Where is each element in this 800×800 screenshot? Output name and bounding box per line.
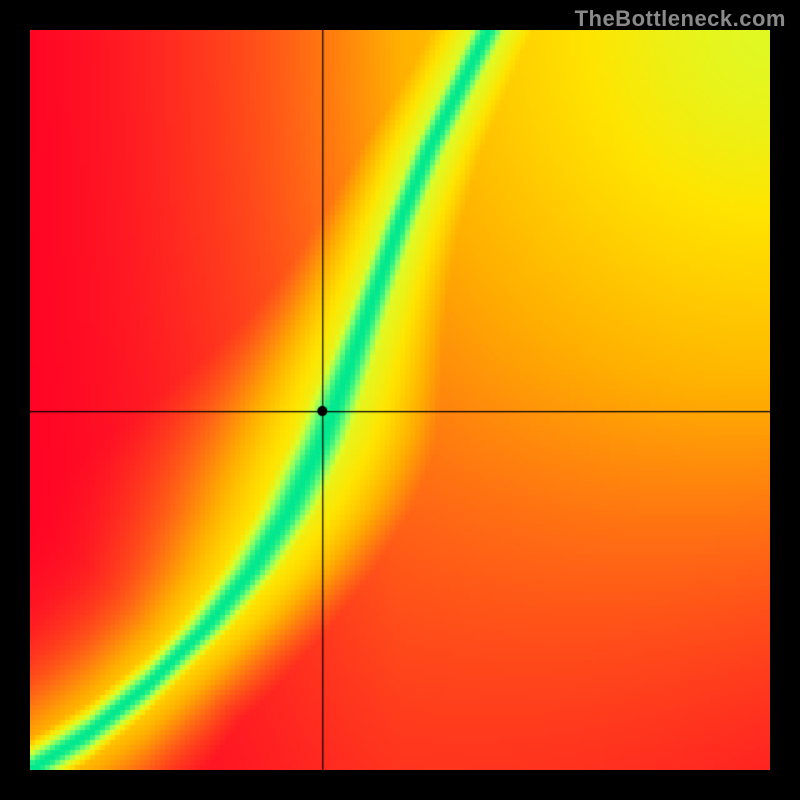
watermark-label: TheBottleneck.com — [575, 6, 786, 32]
heatmap-canvas — [30, 30, 770, 770]
chart-container: TheBottleneck.com — [0, 0, 800, 800]
plot-area — [30, 30, 770, 770]
